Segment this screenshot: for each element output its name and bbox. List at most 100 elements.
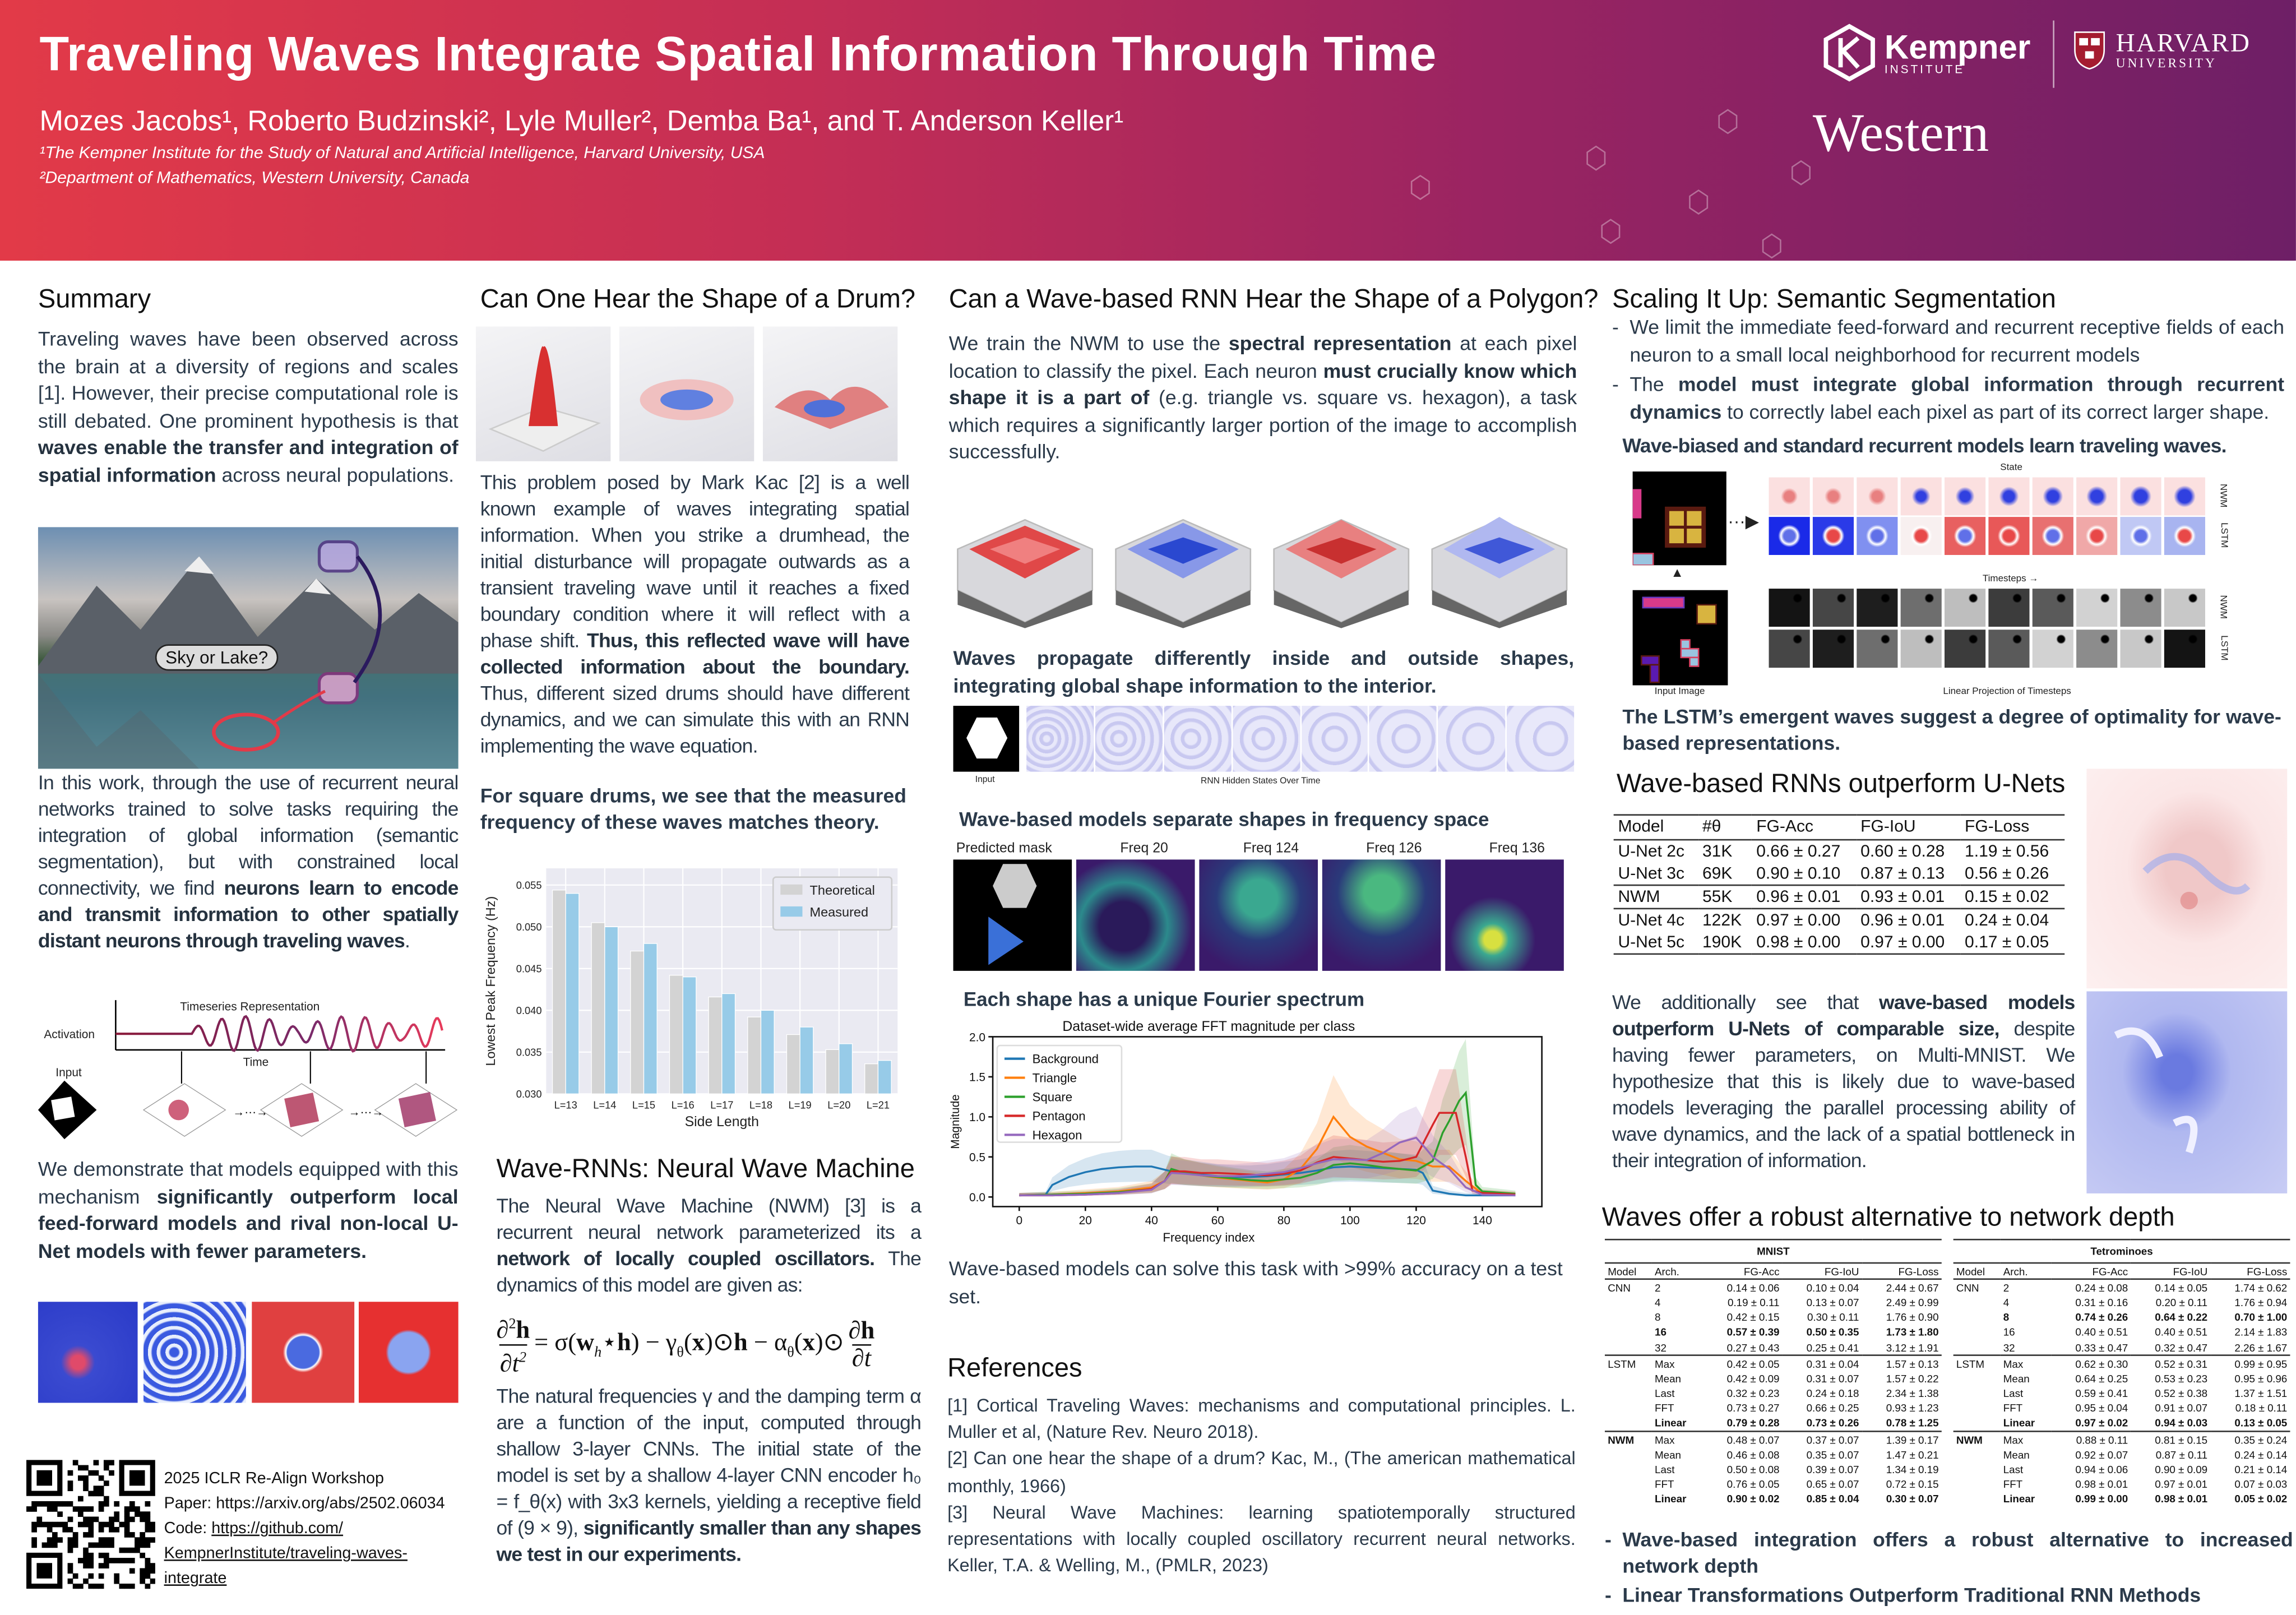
wave-sample-1 (38, 1302, 138, 1403)
table-cell: 0.90 ± 0.09 (2155, 1463, 2208, 1477)
legend-label: Background (1033, 1052, 1099, 1066)
affiliation-2: ²Department of Mathematics, Western Univ… (39, 170, 470, 188)
qr-module (67, 1563, 73, 1568)
nwm-paragraph-1: The Neural Wave Machine (NWM) [3] is a r… (497, 1193, 922, 1299)
table-cell: 0.98 ± 0.01 (2075, 1478, 2128, 1491)
x-tick-label: 60 (1211, 1214, 1224, 1227)
code-link-end[interactable]: integrate (164, 1570, 227, 1588)
qr-module (83, 1516, 89, 1523)
wave-states-figure: ···▶ ▲ Input Image State Timesteps → Lin… (1622, 462, 2281, 702)
table-cell: 0.27 ± 0.43 (1726, 1340, 1780, 1354)
nwm-projection-tile (2120, 589, 2161, 627)
qr-module (47, 1537, 53, 1543)
column-header: FG-Loss (2210, 1263, 2290, 1280)
text-run: to correctly label each pixel as part of… (1721, 400, 2270, 423)
text-run: across neural populations. (216, 464, 454, 487)
scaling-bullet-2: The model must integrate global informat… (1612, 372, 2284, 426)
qr-module (109, 1526, 114, 1533)
lstm-projection-tile (2164, 630, 2205, 668)
input-image (1632, 590, 1728, 686)
nwm-projection-tile (1812, 589, 1854, 627)
table-cell: 1.47 ± 0.21 (1886, 1448, 1939, 1461)
arch-cell: 2 (2003, 1281, 2010, 1294)
table-cell: 0.50 ± 0.08 (1726, 1463, 1780, 1477)
model-cell: LSTM (1953, 1354, 2001, 1371)
table-row: Linear 0.99 ± 0.00 0.98 ± 0.01 0.05 ± 0.02 (1954, 1492, 2290, 1507)
nwm-state-tile (2076, 477, 2118, 516)
table-row: U-Net 4c 122K 0.97 ± 0.00 0.96 ± 0.01 0.24 ±… (1613, 908, 2065, 932)
qr-module (57, 1521, 63, 1528)
table-cell: 0.31 ± 0.04 (1782, 1354, 1862, 1371)
bar-theoretical (630, 950, 645, 1094)
qr-module (88, 1526, 94, 1533)
table-cell: 0.52 ± 0.31 (2131, 1354, 2211, 1371)
table-cell: 0.20 ± 0.11 (2155, 1295, 2208, 1309)
paper-link[interactable]: Paper: https://arxiv.org/abs/2502.06034 (164, 1495, 445, 1513)
hidden-state-frame (1300, 706, 1368, 772)
table-row: U-Net 2c 31K 0.66 ± 0.27 0.60 ± 0.28 1.19 ± … (1614, 840, 2065, 862)
qr-module (109, 1537, 114, 1543)
qr-module (114, 1511, 120, 1517)
qr-module (88, 1558, 94, 1563)
lstm-state-tile (1812, 517, 1854, 556)
table-cell: 0.24 ± 0.08 (2075, 1281, 2128, 1294)
reference-item: [3] Neural Wave Machines: learning spati… (947, 1502, 1576, 1576)
lstm-projection-tile (1857, 630, 1898, 668)
table-row: Mean 0.92 ± 0.07 0.87 ± 0.11 0.24 ± 0.14 (1954, 1447, 2290, 1463)
qr-module (150, 1578, 155, 1584)
nwm-state-tile (2032, 477, 2073, 516)
bar-theoretical (786, 1034, 800, 1094)
lstm-state-tile (1769, 517, 1810, 556)
frequency-map (1322, 859, 1441, 971)
model-cell (1605, 1447, 1652, 1463)
text-run: Traveling waves have been observed acros… (38, 328, 459, 432)
legend-label: Hexagon (1033, 1128, 1082, 1142)
qr-module (72, 1460, 78, 1466)
table-cell: 0.30 ± 0.11 (1807, 1311, 1859, 1324)
table-row: Linear 0.97 ± 0.02 0.94 ± 0.03 0.13 ± 0.05 (1954, 1416, 2290, 1432)
table-cell: 0.93 ± 1.23 (1886, 1401, 1939, 1415)
table-cell: 0.13 ± 0.05 (2234, 1417, 2288, 1430)
qr-module (52, 1521, 58, 1528)
text-run: In this work, through the use of recurre… (38, 771, 459, 899)
lake-photo: Sky or Lake? (38, 527, 459, 769)
qr-module (67, 1516, 73, 1523)
model-cell (1954, 1492, 2001, 1507)
table-cell: 2.49 ± 0.99 (1886, 1295, 1939, 1309)
up-arrow-icon: ▲ (1670, 565, 1684, 580)
qr-module (72, 1506, 78, 1512)
text-run: Thus, different sized drums should have … (480, 682, 910, 757)
x-tick-label: L=17 (710, 1099, 733, 1110)
bar-theoretical (552, 890, 566, 1094)
lstm-projection-tile (1988, 630, 2030, 668)
mnist-depth-table: MNIST Model Arch. FG-Acc FG-IoU FG-Loss CNN 2 0.… (1604, 1238, 1942, 1507)
table-cell: 0.21 ± 0.14 (2234, 1463, 2288, 1477)
nwm-paragraph-2: The natural frequencies γ and the dampin… (497, 1384, 922, 1568)
lstm-projection-tile (1900, 630, 1942, 668)
row-label: LSTM (2218, 635, 2229, 661)
qr-module (124, 1516, 130, 1523)
qr-module (124, 1584, 130, 1589)
table-cell: 0.93 ± 0.01 (1856, 884, 1961, 909)
qr-module (67, 1537, 73, 1543)
model-cell: CNN (1956, 1281, 1979, 1294)
bar-measured (760, 1010, 775, 1094)
qr-module (114, 1573, 120, 1579)
code-link[interactable]: https://github.com/ (211, 1520, 344, 1538)
table-cell: 1.76 ± 0.90 (1886, 1311, 1939, 1324)
nwm-state-tile (1769, 477, 1810, 516)
scaling-fig-heading: Wave-biased and standard recurrent model… (1622, 434, 2226, 457)
qr-module (83, 1547, 89, 1553)
affiliation-1: ¹The Kempner Institute for the Study of … (39, 145, 765, 163)
y-tick-label: 1.5 (969, 1071, 985, 1084)
arch-cell: 4 (2003, 1295, 2010, 1309)
model-cell: CNN (1608, 1281, 1631, 1294)
text-run: The natural frequencies γ and the dampin… (496, 1385, 922, 1539)
x-tick-label: 100 (1340, 1214, 1360, 1227)
nwm-state-tile (1900, 477, 1942, 516)
qr-module (83, 1521, 89, 1528)
lstm-state-tile (1945, 517, 1986, 556)
frequency-map (1199, 859, 1318, 971)
code-link-cont[interactable]: KempnerInstitute/traveling-waves- (164, 1544, 408, 1563)
qr-module (83, 1552, 89, 1558)
